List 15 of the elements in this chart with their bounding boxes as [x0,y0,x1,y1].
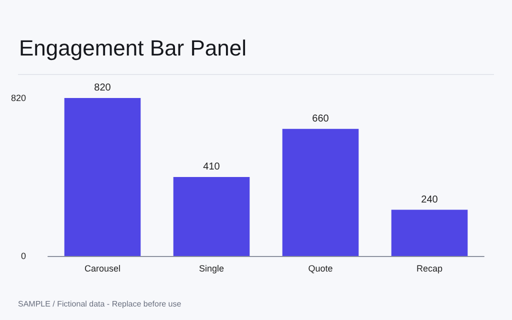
x-tick-label: Carousel [84,264,121,274]
chart-title: Engagement Bar Panel [19,36,246,60]
x-tick-label: Single [198,264,224,274]
data-label: 410 [203,162,220,172]
x-tick-label: Recap [416,264,443,274]
data-label: 820 [94,82,112,94]
bar [173,177,250,256]
bar [64,98,141,256]
y-tick-label: 0 [20,251,26,261]
bar [391,210,468,256]
data-label: 660 [312,113,330,124]
text: SAMPLE / Fictional data - Replace before use [18,300,182,308]
x-tick-label: Quote [308,264,333,274]
bar [282,128,359,256]
data-label: 240 [421,194,438,206]
